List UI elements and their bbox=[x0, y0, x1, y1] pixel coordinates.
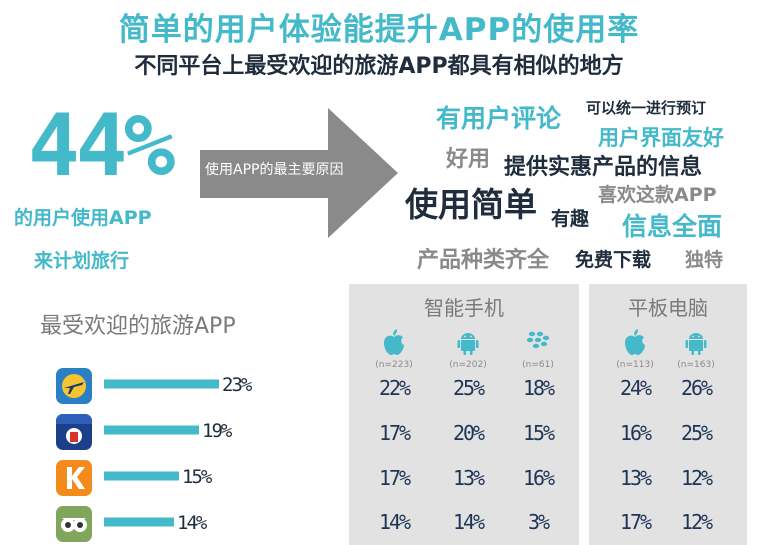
bar-value-label: 15% bbox=[182, 466, 213, 488]
cloud-word-unique: 独特 bbox=[685, 249, 724, 271]
popular-apps-bar-chart: 23% 19% 15% 14% bbox=[104, 374, 255, 534]
table-cell: 22% bbox=[378, 376, 411, 400]
cloud-word-product-range: 产品种类齐全 bbox=[417, 248, 550, 273]
blackberry-icon bbox=[523, 327, 553, 357]
bar-kayak-icon bbox=[104, 471, 179, 481]
table-cell: 16% bbox=[619, 421, 652, 445]
android-icon bbox=[453, 327, 483, 357]
table-cell: 26% bbox=[680, 376, 713, 400]
hotel-app-icon bbox=[56, 414, 92, 450]
table-cell: 13% bbox=[619, 466, 652, 490]
cloud-word-reviews: 有用户评论 bbox=[436, 104, 562, 133]
table-cell: 20% bbox=[452, 421, 485, 445]
stat-line-2: 来计划旅行 bbox=[34, 250, 130, 272]
arrow-label: 使用APP的最主要原因 bbox=[205, 162, 344, 178]
page-subtitle: 不同平台上最受欢迎的旅游APP都具有相似的地方 bbox=[134, 54, 624, 79]
cloud-word-booking: 可以统一进行预订 bbox=[586, 99, 707, 117]
n-label-tablet-apple: (n=113) bbox=[616, 360, 654, 370]
bar-expedia-icon bbox=[104, 379, 219, 389]
table-cell: 16% bbox=[522, 466, 555, 490]
table-cell: 13% bbox=[452, 466, 485, 490]
table-cell: 12% bbox=[680, 466, 713, 490]
table-cell: 12% bbox=[680, 510, 713, 534]
table-cell: 15% bbox=[522, 421, 555, 445]
table-cell: 17% bbox=[378, 421, 411, 445]
cloud-word-friendly-ui: 用户界面友好 bbox=[598, 126, 724, 150]
tripadvisor-icon bbox=[56, 506, 92, 542]
tablet-title: 平板电脑 bbox=[628, 296, 708, 320]
bar-hotel-app-icon bbox=[104, 425, 199, 435]
table-cell: 18% bbox=[522, 376, 555, 400]
table-cell: 14% bbox=[452, 510, 485, 534]
bar-tripadvisor-icon bbox=[104, 517, 174, 527]
smartphone-title: 智能手机 bbox=[424, 296, 504, 320]
tablet-panel bbox=[589, 284, 747, 545]
stat-line-1: 的用户使用APP bbox=[14, 207, 152, 229]
cloud-word-comprehensive: 信息全面 bbox=[622, 212, 723, 241]
n-label-tablet-android: (n=163) bbox=[677, 360, 715, 370]
kayak-icon bbox=[56, 460, 92, 496]
cloud-word-like-app: 喜欢这款APP bbox=[598, 184, 717, 206]
cloud-word-deals-info: 提供实惠产品的信息 bbox=[504, 155, 703, 180]
table-cell: 3% bbox=[527, 510, 550, 534]
n-label-phone-android: (n=202) bbox=[449, 360, 487, 370]
android-icon bbox=[681, 327, 711, 357]
cloud-word-free-download: 免费下载 bbox=[575, 249, 652, 271]
table-cell: 14% bbox=[378, 510, 411, 534]
expedia-icon bbox=[56, 368, 92, 404]
big-percent: 44% bbox=[28, 96, 175, 196]
n-label-phone-apple: (n=223) bbox=[375, 360, 413, 370]
cloud-word-useful: 好用 bbox=[446, 147, 491, 172]
bar-value-label: 23% bbox=[222, 374, 253, 396]
table-cell: 24% bbox=[619, 376, 652, 400]
apple-icon bbox=[620, 327, 650, 357]
bar-value-label: 14% bbox=[177, 512, 208, 534]
bar-value-label: 19% bbox=[202, 420, 233, 442]
cloud-word-easy-to-use: 使用简单 bbox=[405, 185, 537, 224]
n-label-phone-blackberry: (n=61) bbox=[522, 360, 554, 370]
page-title: 简单的用户体验能提升APP的使用率 bbox=[118, 12, 640, 48]
table-cell: 17% bbox=[619, 510, 652, 534]
arrow-shape bbox=[200, 108, 398, 238]
smartphone-panel bbox=[349, 284, 579, 545]
table-cell: 25% bbox=[452, 376, 485, 400]
apple-icon bbox=[379, 327, 409, 357]
cloud-word-fun: 有趣 bbox=[551, 208, 590, 230]
table-cell: 25% bbox=[680, 421, 713, 445]
chart-title: 最受欢迎的旅游APP bbox=[40, 314, 236, 339]
table-cell: 17% bbox=[378, 466, 411, 490]
